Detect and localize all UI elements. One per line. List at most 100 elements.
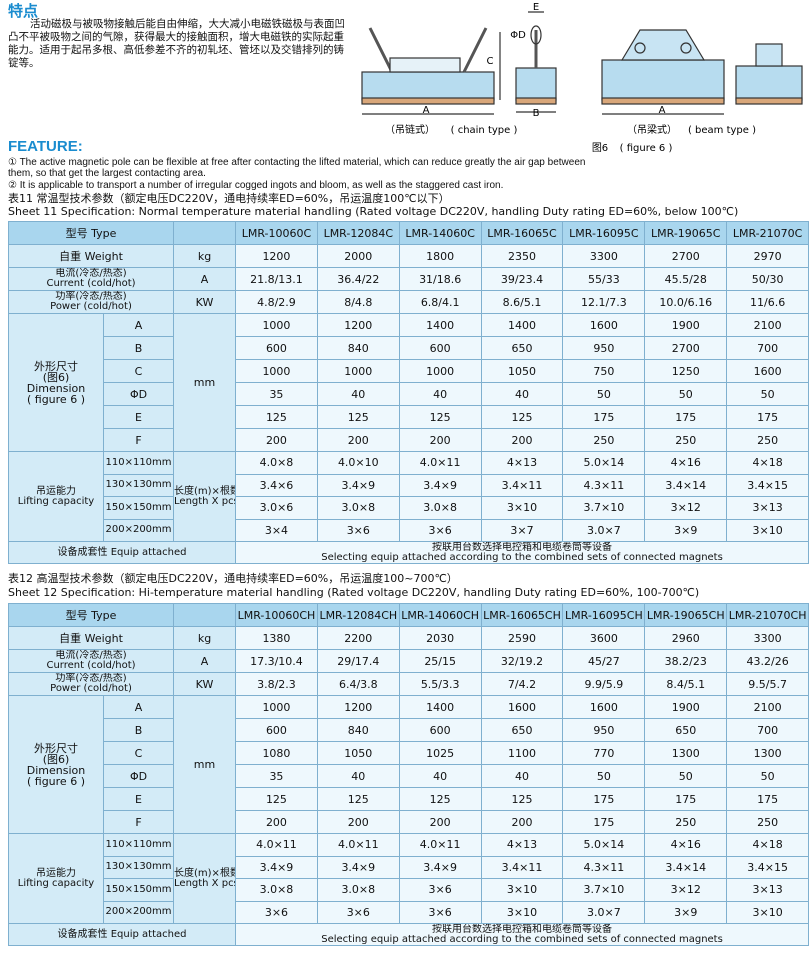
row-label-line: 电流(冷态/热态) [55,650,127,661]
value-cell: 3.0×6 [235,496,318,520]
value-cell: 45/27 [562,649,646,673]
sub-label: F [102,810,175,834]
figure: A B C E ΦD A （吊链式） ( chain type ) （吊梁式） … [361,2,803,154]
value-cell: 2100 [726,695,810,719]
value-cell: 950 [562,336,646,360]
value-cell: 2960 [644,626,728,650]
value-cell: 4.0×11 [235,833,318,857]
header-blank [173,603,237,627]
table-row: 150×150mm 3.0×8 3.0×8 3×6 3×10 3.7×10 3×12 3×13 [9,878,810,902]
sub-label: ΦD [102,382,175,406]
value-cell: 5.5/3.3 [398,672,482,696]
unit-cell-line: 长度(m)×根数 [174,485,236,497]
value-cell: 1600 [480,695,564,719]
value-cell: 770 [562,741,646,765]
sub-label: B [102,718,175,742]
table-row: B 600 840 600 650 950 650 700 [9,718,810,742]
value-cell: 200 [480,428,564,452]
value-cell: 3.4×15 [726,473,810,497]
caption-en: Sheet 11 Specification: Normal temperatu… [8,205,739,218]
value-cell: 1200 [316,313,400,337]
row-label-line: Power (cold/hot) [50,301,132,312]
value-cell: 35 [235,764,318,788]
model-header: LMR-12084CH [316,603,400,627]
value-cell: 700 [726,336,810,360]
group-label: 吊运能力 Lifting capacity [8,451,104,542]
value-cell: 175 [726,405,810,429]
value-cell: 35 [235,382,318,406]
value-cell: 9.5/5.7 [726,672,810,696]
value-cell: 125 [316,405,400,429]
value-cell: 1000 [235,359,318,383]
unit-cell-line: Length X pcs [174,877,236,889]
sub-label: E [102,787,175,811]
row-label: 自重 Weight [7,626,175,650]
group-label-line: 外形尺寸 [34,359,78,373]
sub-label: ΦD [102,764,175,788]
value-cell: 1025 [398,741,482,765]
value-cell: 40 [316,764,400,788]
unit-cell: A [173,649,237,673]
value-cell: 125 [235,787,318,811]
value-cell: 840 [316,718,400,742]
sub-label: 150×150mm [102,496,175,520]
caption-en: Sheet 12 Specification: Hi-temperature m… [8,586,700,599]
value-cell: 40 [480,764,564,788]
table-row: C 1000 1000 1000 1050 750 1250 1600 [9,359,810,383]
value-cell: 2100 [726,313,810,337]
value-cell: 3.0×8 [316,496,400,520]
value-cell: 3×10 [480,900,564,924]
value-cell: 8.6/5.1 [480,290,564,314]
value-cell: 1300 [726,741,810,765]
group-label-line: 吊运能力 [36,485,76,497]
value-cell: 40 [480,382,564,406]
value-cell: 4.0×11 [398,833,482,857]
value-cell: 125 [480,405,564,429]
sub-label: 110×110mm [102,833,175,857]
value-cell: 600 [398,336,482,360]
value-cell: 3.4×11 [480,855,564,879]
group-label: 外形尺寸 (图6) Dimension( figure 6 ) [8,313,104,452]
value-cell: 3.4×11 [480,473,564,497]
value-cell: 4.0×11 [398,451,482,475]
model-header: LMR-12084C [316,221,400,245]
header-blank [173,221,237,245]
value-cell: 2590 [480,626,564,650]
value-cell: 50 [644,382,728,406]
sub-label: F [102,428,175,452]
value-cell: 650 [480,336,564,360]
value-cell: 3.4×15 [726,855,810,879]
sub-label: 110×110mm [102,451,175,475]
value-cell: 125 [398,405,482,429]
value-cell: 250 [644,810,728,834]
table-row: 吊运能力 Lifting capacity 110×110mm 长度(m)×根数 Len… [8,833,810,924]
spec-table: 型号 Type LMR-10060CH LMR-12084CH LMR-14060CH… [7,603,810,946]
value-cell: 1000 [316,359,400,383]
value-cell: 6.8/4.1 [398,290,482,314]
value-cell: 125 [235,405,318,429]
row-label-line: Current (cold/hot) [46,278,136,289]
sub-label: 130×130mm [102,855,175,879]
fig-caption: 图6 [592,142,608,154]
value-cell: 1080 [235,741,318,765]
value-cell: 3×9 [644,900,728,924]
value-cell: 3×6 [316,900,400,924]
row-label: 自重 Weight [7,244,175,268]
table-row: 自重 Weight kg 1380 2200 2030 2590 3600 2960 3300 [7,626,810,650]
value-cell: 3×12 [644,878,728,902]
value-cell: 50 [726,764,810,788]
value-cell: 3×10 [726,518,810,542]
value-cell: 175 [562,787,646,811]
value-cell: 3600 [562,626,646,650]
value-cell: 1600 [562,313,646,337]
value-cell: 3.4×6 [235,473,318,497]
value-cell: 3.0×8 [235,878,318,902]
value-cell: 3.4×9 [398,473,482,497]
value-cell: 200 [235,428,318,452]
value-cell: 700 [726,718,810,742]
unit-cell-line: Length X pcs [174,495,236,507]
model-header: LMR-21070CH [726,603,810,627]
value-cell: 200 [316,428,400,452]
sub-label: C [102,359,175,383]
